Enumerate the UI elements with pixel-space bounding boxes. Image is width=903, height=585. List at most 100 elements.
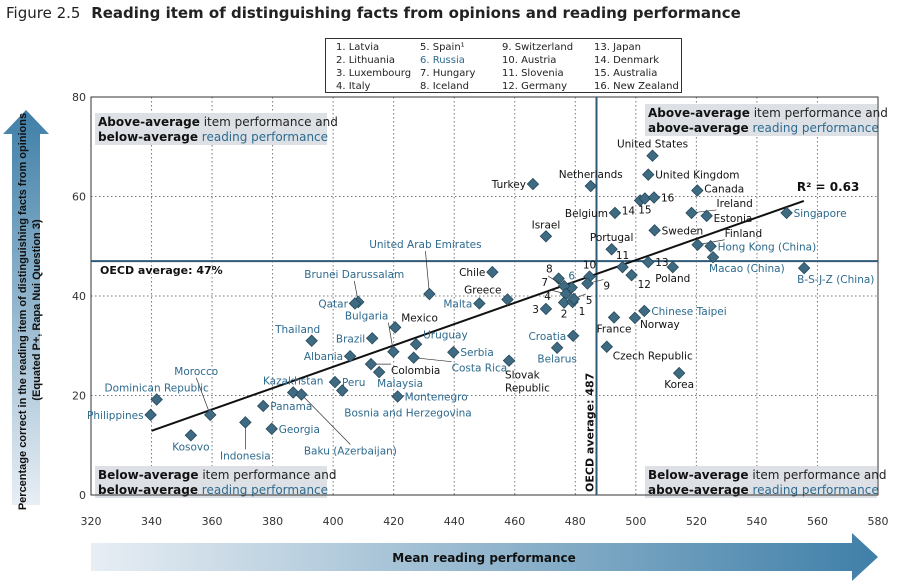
point-label: Norway — [640, 319, 680, 331]
point-label: 12 — [638, 279, 651, 291]
data-point — [616, 260, 629, 274]
point-label: Slovak Republic — [505, 370, 550, 395]
data-point — [257, 399, 270, 413]
oecd-average-lines: OECD average: 47% OECD average: 487 — [91, 97, 878, 495]
point-label: United States — [617, 139, 688, 151]
leader-line — [413, 357, 452, 363]
quadrant-box-bottom-right — [645, 466, 877, 498]
data-point — [407, 351, 420, 364]
data-point — [265, 422, 278, 436]
quadrant-box-top-left — [95, 113, 327, 145]
data-point — [372, 365, 386, 379]
x-tick-label: 340 — [141, 515, 162, 528]
point-label: Serbia — [460, 347, 493, 359]
data-point — [638, 304, 651, 318]
quadrant-label-line2: below-average reading performance — [98, 483, 328, 497]
data-point — [646, 149, 659, 162]
chart-title: Reading item of distinguishing facts fro… — [91, 4, 741, 22]
point-label: 16 — [661, 192, 675, 204]
point-label: 6 — [568, 271, 575, 283]
data-point — [539, 230, 553, 243]
point-label: 7 — [541, 277, 548, 289]
data-point — [552, 272, 565, 285]
data-points: United States United Kingdom Canada Netherl… — [87, 139, 874, 463]
figure-label: Figure 2.5 — [6, 4, 81, 22]
point-label: Czech Republic — [613, 351, 693, 363]
data-point — [502, 354, 516, 367]
data-point — [184, 429, 198, 442]
data-point — [447, 345, 460, 359]
point-label: Macao (China) — [709, 263, 785, 275]
data-point — [365, 332, 379, 345]
point-label: Albania — [304, 351, 343, 363]
data-point — [704, 240, 717, 253]
leader-line — [195, 377, 211, 416]
point-label: 8 — [546, 264, 553, 276]
point-label: B-S-J-Z (China) — [797, 274, 874, 286]
leader-line — [425, 250, 430, 295]
legend-item: 3. Luxembourg — [336, 68, 412, 79]
data-point — [691, 184, 704, 197]
leader-line — [301, 394, 351, 445]
point-label: 5 — [586, 295, 593, 307]
y-tick-label: 0 — [79, 489, 86, 502]
data-point — [797, 261, 811, 275]
point-label: Sweden — [662, 225, 704, 237]
point-label: Mexico — [401, 312, 438, 324]
data-point — [204, 408, 217, 422]
point-label: United Kingdom — [655, 170, 739, 182]
data-point — [305, 334, 318, 347]
point-label: 1 — [579, 306, 586, 318]
x-tick-label: 500 — [625, 515, 646, 528]
point-label: Malta — [443, 298, 472, 310]
data-point — [550, 341, 564, 354]
point-label: 11 — [616, 250, 629, 262]
data-point — [605, 243, 618, 256]
data-point — [539, 302, 553, 316]
data-point — [473, 297, 486, 310]
point-label: Costa Rica — [452, 363, 508, 375]
legend-item: 15. Australia — [594, 68, 658, 79]
oecd-average-x-label: OECD average: 487 — [583, 373, 596, 492]
point-label: France — [597, 323, 632, 335]
x-tick-label: 380 — [262, 515, 283, 528]
data-point — [706, 250, 720, 264]
x-tick-label: 320 — [81, 515, 102, 528]
point-label: Canada — [704, 184, 744, 196]
quadrant-label-line1: Above-average item performance and — [98, 115, 338, 129]
point-label: Ireland — [717, 198, 753, 210]
point-label: Qatar — [318, 298, 348, 310]
y-axis-arrow — [3, 110, 49, 505]
point-label: Uruguay — [423, 329, 468, 341]
quadrant-label-line1: Below-average item performance and — [98, 468, 337, 482]
legend-item: 16. New Zealand — [594, 81, 679, 92]
point-label: Belarus — [537, 354, 576, 366]
point-label: Hong Kong (China) — [718, 241, 817, 253]
y-tick-label: 40 — [72, 290, 86, 303]
data-point — [387, 345, 400, 358]
regression-line — [151, 200, 805, 432]
legend-item: 11. Slovenia — [502, 68, 564, 79]
point-label: Bosnia and Herzegovina — [344, 408, 472, 420]
point-label: 10 — [583, 260, 596, 272]
point-label: 4 — [544, 291, 551, 303]
point-label: Belgium — [565, 208, 608, 220]
point-label: Thailand — [274, 324, 320, 336]
point-label: Colombia — [391, 365, 440, 377]
data-point — [566, 329, 580, 343]
legend-item: 10. Austria — [502, 55, 557, 66]
point-label: Croatia — [528, 331, 566, 343]
legend-item: 9. Switzerland — [502, 42, 574, 53]
data-point — [388, 321, 402, 334]
data-point — [600, 340, 614, 353]
point-label: Kazakhstan — [263, 376, 324, 388]
point-label: Korea — [664, 379, 694, 391]
data-point — [638, 192, 652, 205]
legend-item: 1. Latvia — [336, 42, 380, 53]
point-label: Greece — [464, 284, 501, 296]
data-point — [348, 297, 362, 310]
quadrant-label-line2: below-average reading performance — [98, 130, 328, 144]
point-label: Portugal — [590, 232, 634, 244]
legend-item: 7. Hungary — [420, 68, 476, 79]
point-label: 15 — [638, 204, 651, 216]
